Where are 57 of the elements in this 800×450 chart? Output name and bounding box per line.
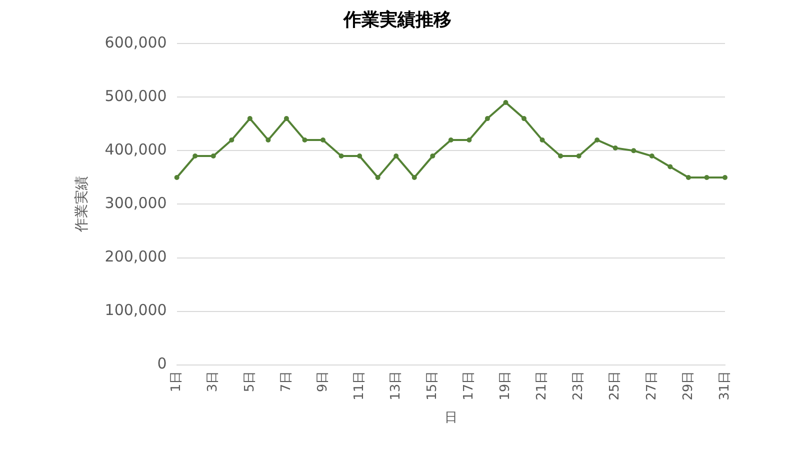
x-tick-label: 21日 (534, 370, 550, 400)
point (484, 116, 490, 122)
y-tick-label: 600,000 (104, 33, 167, 52)
point (375, 174, 380, 180)
point (631, 148, 636, 154)
point (266, 137, 271, 142)
point (540, 137, 545, 142)
point (448, 137, 454, 142)
x-tick-label: 9日 (315, 370, 330, 392)
x-tick-label: 27日 (644, 370, 660, 400)
x-tick-label: 1日 (169, 370, 184, 392)
point (558, 154, 564, 159)
point (466, 137, 472, 142)
point (503, 100, 508, 105)
chart-title: 作業実績推移 (342, 9, 452, 30)
point (320, 137, 326, 142)
x-tick-label: 3日 (206, 370, 221, 392)
x-tick-label: 13日 (388, 370, 404, 400)
point (357, 154, 362, 159)
point (612, 146, 618, 151)
x-tick-label: 17日 (462, 370, 477, 400)
x-axis-title: 日 (444, 410, 458, 426)
point (302, 137, 308, 142)
y-tick-label: 400,000 (104, 140, 167, 159)
point (594, 137, 600, 142)
point (210, 154, 216, 159)
x-tick-label: 31日 (717, 370, 732, 400)
x-tick-label: 19日 (498, 370, 514, 400)
point (394, 154, 399, 159)
point (704, 174, 710, 180)
x-tick-label: 7日 (278, 370, 294, 392)
y-tick-label: 100,000 (104, 301, 167, 320)
y-tick-label: 0 (157, 354, 167, 373)
x-tick-label: 11日 (352, 370, 367, 400)
x-tick-label: 15日 (425, 370, 440, 400)
y-tick-label: 200,000 (104, 248, 167, 266)
point (722, 174, 728, 180)
point (668, 164, 673, 170)
point (522, 116, 527, 122)
point (412, 174, 417, 180)
point (247, 116, 252, 122)
point (430, 154, 436, 159)
point (338, 154, 344, 159)
x-tick-label: 25日 (608, 370, 623, 400)
point (174, 174, 180, 180)
x-tick-label: 23日 (571, 370, 586, 400)
y-axis-title: 作業実績 (74, 176, 90, 234)
point (686, 174, 691, 180)
y-tick-label: 300,000 (104, 194, 167, 212)
x-tick-label: 5日 (242, 370, 258, 392)
point (229, 137, 234, 142)
point (576, 154, 582, 159)
point (649, 154, 654, 159)
point (192, 154, 198, 159)
point (284, 116, 289, 122)
x-tick-label: 29日 (680, 370, 696, 400)
y-tick-label: 500,000 (104, 87, 167, 106)
